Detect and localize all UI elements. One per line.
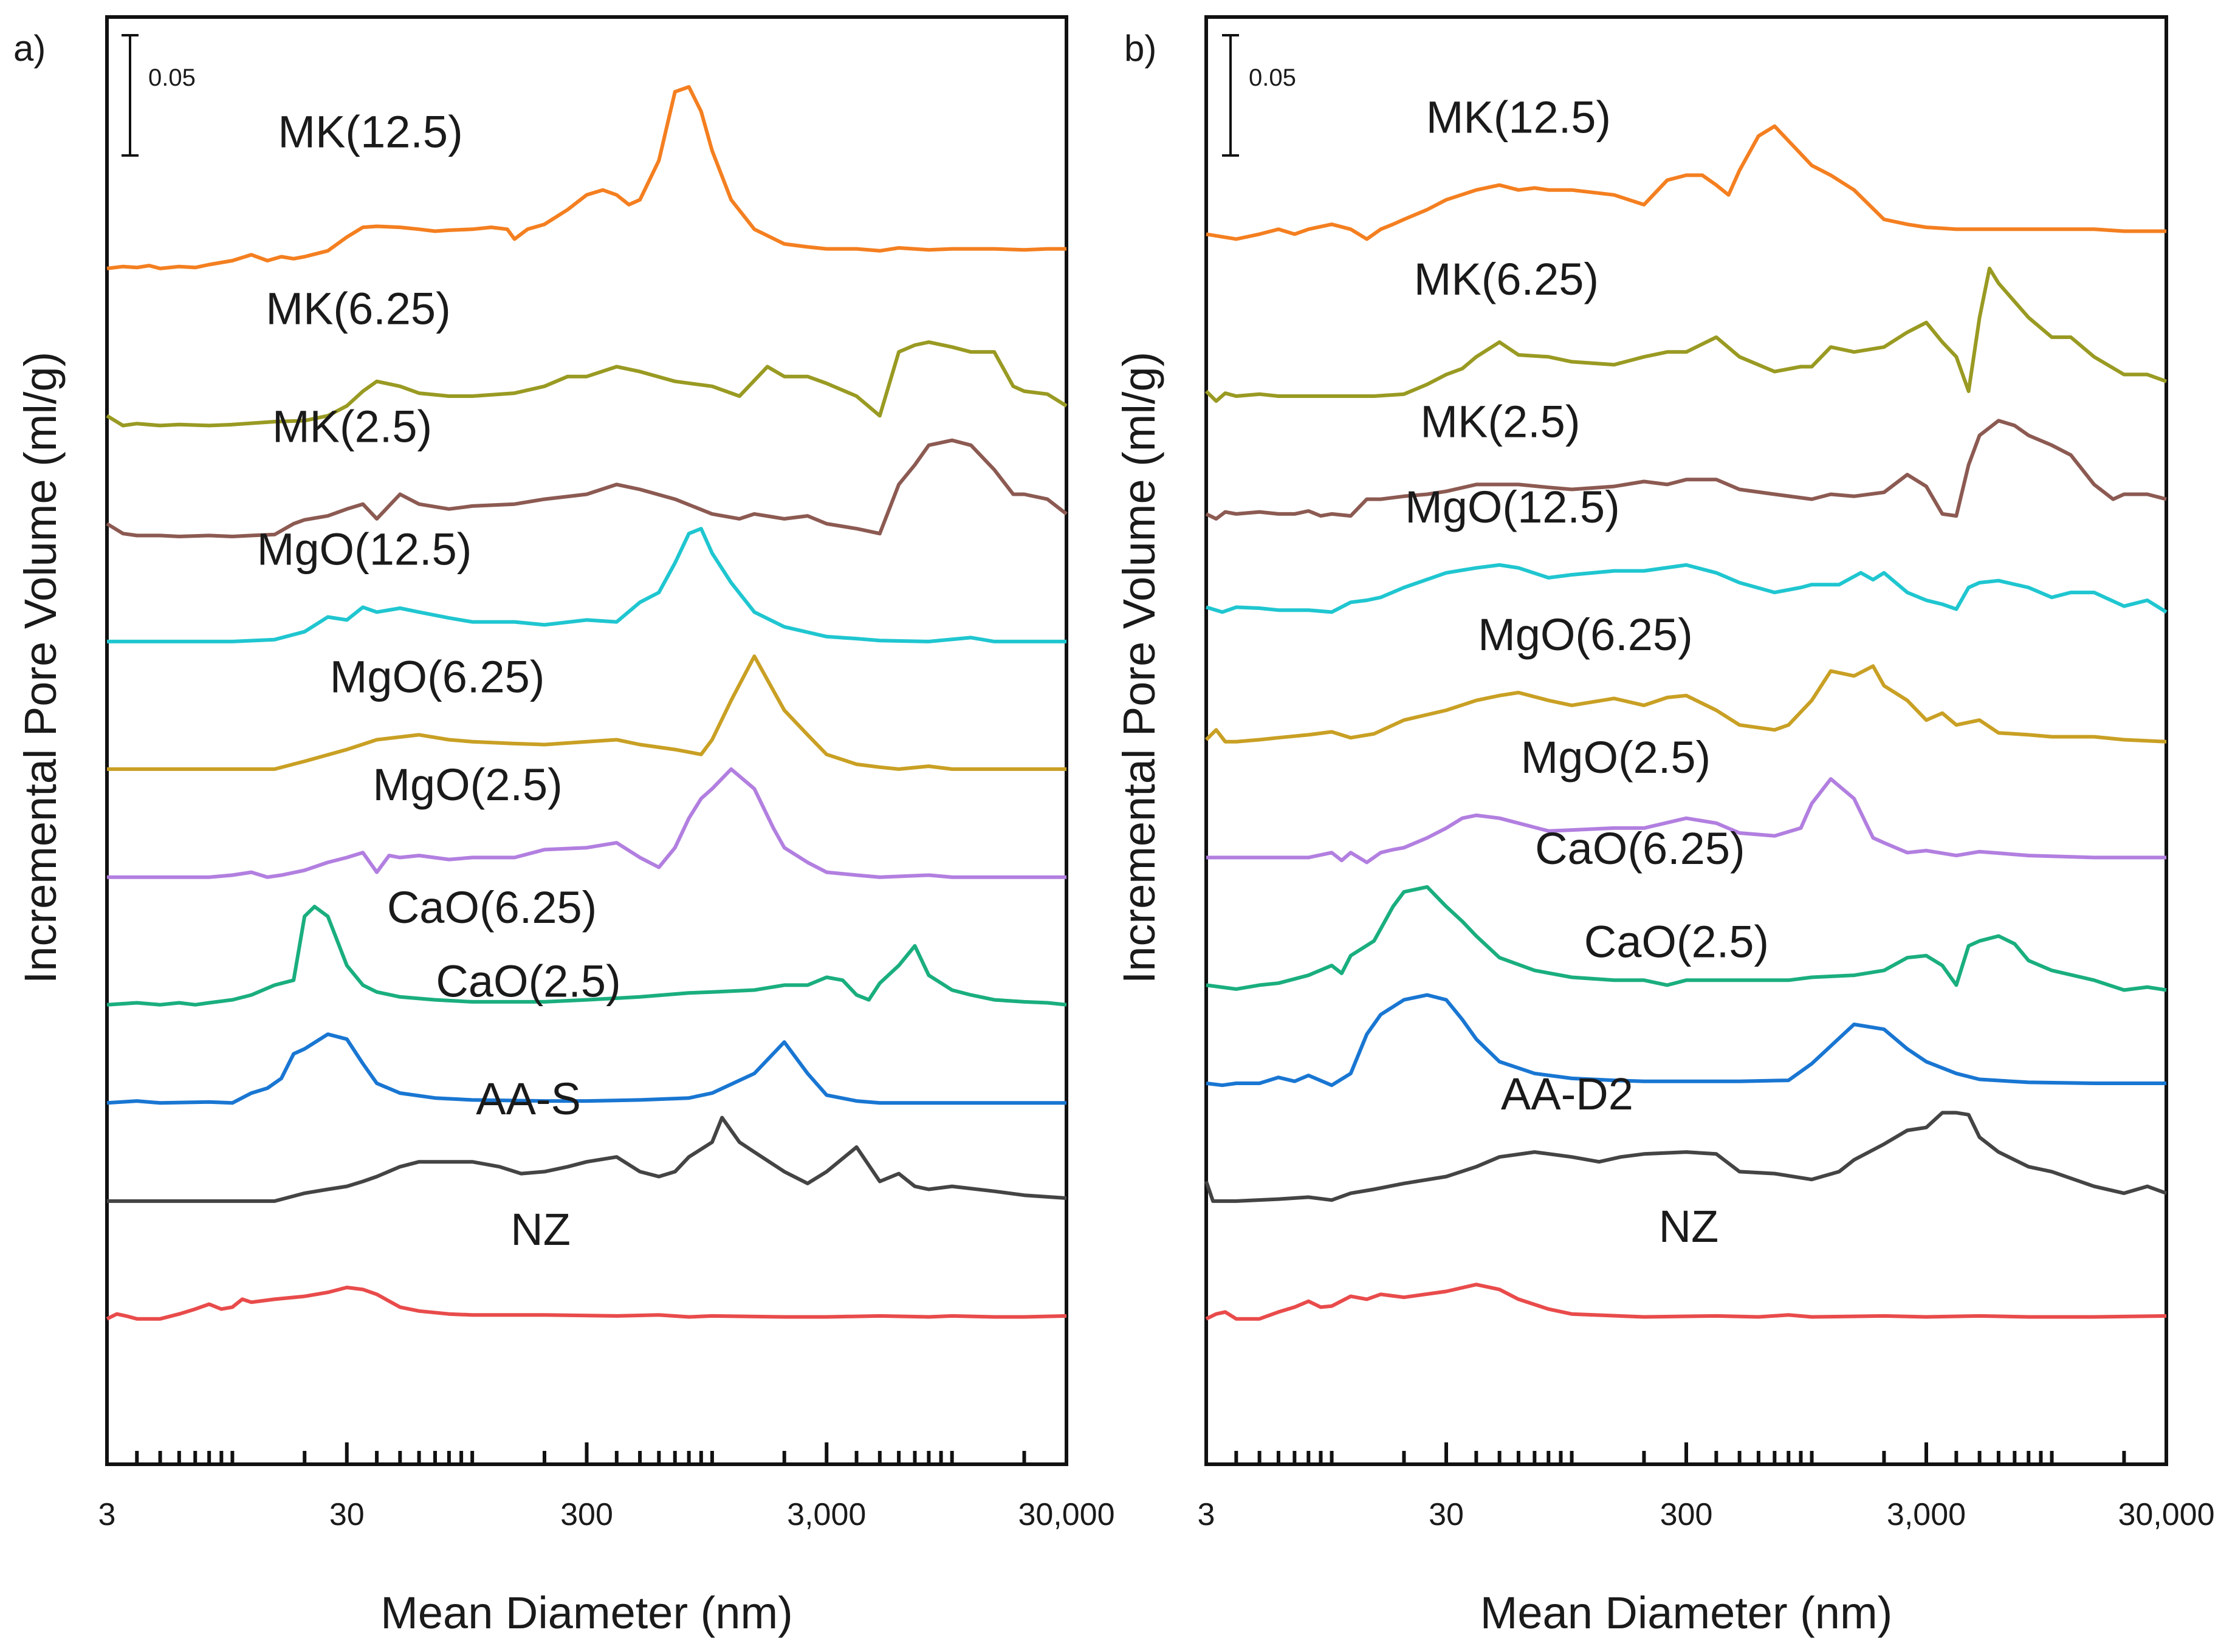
series-line bbox=[1206, 993, 2166, 1088]
series-label: AA-S bbox=[476, 1074, 581, 1124]
x-tick-label: 300 bbox=[1660, 1497, 1713, 1532]
x-tick-label: 300 bbox=[560, 1497, 613, 1532]
series-line bbox=[107, 654, 1066, 771]
series-line bbox=[106, 905, 1067, 1007]
series-MK(2.5): MK(2.5) bbox=[106, 401, 1068, 538]
series-MK(12.5): MK(12.5) bbox=[106, 85, 1066, 270]
series-line bbox=[106, 1286, 1067, 1321]
series-line bbox=[106, 340, 1068, 428]
panel-label: a) bbox=[13, 28, 46, 69]
x-tick-label: 3,000 bbox=[1887, 1497, 1966, 1532]
series-MgO(12.5): MgO(12.5) bbox=[107, 524, 1066, 643]
x-tick-label: 30 bbox=[1429, 1497, 1464, 1532]
x-tick-label: 30,000 bbox=[1018, 1497, 1114, 1532]
x-tick-label: 3 bbox=[1198, 1497, 1215, 1532]
series-NZ: NZ bbox=[1205, 1201, 2167, 1321]
scale-bar-label: 0.05 bbox=[1249, 64, 1296, 91]
series-label: MgO(12.5) bbox=[257, 524, 472, 574]
series-label: MgO(2.5) bbox=[1521, 732, 1711, 783]
series-line bbox=[106, 1032, 1066, 1105]
series-label: MgO(12.5) bbox=[1405, 482, 1620, 532]
x-axis-title: Mean Diameter (nm) bbox=[380, 1588, 793, 1638]
y-axis-title: Incremental Pore Volume (ml/g) bbox=[1114, 352, 1164, 984]
series-MK(6.25): MK(6.25) bbox=[1204, 254, 2168, 403]
series-AA-D2: AA-D2 bbox=[1204, 1069, 2168, 1203]
panel-label: b) bbox=[1124, 28, 1156, 69]
series-label: CaO(2.5) bbox=[436, 956, 620, 1006]
x-tick-label: 30 bbox=[329, 1497, 365, 1532]
series-MgO(2.5): MgO(2.5) bbox=[1206, 732, 2166, 865]
series-line bbox=[1206, 124, 2166, 241]
series-NZ: NZ bbox=[106, 1204, 1067, 1321]
scale-bar: 0.05 bbox=[1222, 34, 1296, 157]
panel-a: 3 30 300 3,000 30,000 Mean Diameter (nm) Incre… bbox=[13, 15, 1115, 1638]
series-line bbox=[1206, 563, 2168, 614]
series-line bbox=[1204, 266, 2168, 403]
series-line bbox=[106, 85, 1066, 270]
series-MK(12.5): MK(12.5) bbox=[1206, 92, 2166, 241]
series-label: MgO(2.5) bbox=[372, 759, 563, 810]
series-line bbox=[106, 438, 1068, 538]
x-tick-label: 30,000 bbox=[2118, 1497, 2214, 1532]
scale-bar-label: 0.05 bbox=[148, 64, 196, 91]
series-label: CaO(6.25) bbox=[387, 882, 597, 933]
series-MgO(12.5): MgO(12.5) bbox=[1206, 482, 2168, 614]
series-line bbox=[1206, 885, 2167, 992]
series-line bbox=[1205, 419, 2167, 521]
series-label: CaO(2.5) bbox=[1584, 917, 1769, 967]
series-label: MK(6.25) bbox=[1414, 254, 1599, 304]
series-CaO(6.25): CaO(6.25) bbox=[106, 882, 1067, 1007]
series-MK(2.5): MK(2.5) bbox=[1205, 396, 2167, 521]
series-line bbox=[1205, 1283, 2167, 1321]
series-CaO(2.5): CaO(2.5) bbox=[106, 956, 1066, 1105]
series-label: MgO(6.25) bbox=[1478, 609, 1693, 660]
panel-b: 3 30 300 3,000 30,000 Mean Diameter (nm) Incre… bbox=[1114, 15, 2215, 1638]
series-label: CaO(6.25) bbox=[1535, 823, 1745, 874]
series-MgO(6.25): MgO(6.25) bbox=[107, 651, 1066, 771]
series-label: MgO(6.25) bbox=[330, 651, 545, 702]
series-CaO(6.25): CaO(6.25) bbox=[1206, 823, 2167, 992]
series-label: NZ bbox=[1659, 1201, 1719, 1252]
series-MgO(2.5): MgO(2.5) bbox=[107, 759, 1066, 879]
series-line bbox=[107, 527, 1066, 643]
series-label: MK(2.5) bbox=[272, 401, 432, 451]
series-label: AA-D2 bbox=[1501, 1069, 1633, 1119]
series-label: NZ bbox=[510, 1204, 571, 1255]
series-label: MK(12.5) bbox=[1426, 92, 1611, 142]
series-label: MK(6.25) bbox=[266, 284, 450, 334]
series-line bbox=[1206, 777, 2166, 865]
y-axis-title: Incremental Pore Volume (ml/g) bbox=[15, 352, 66, 984]
series-MgO(6.25): MgO(6.25) bbox=[1204, 609, 2167, 744]
series-CaO(2.5): CaO(2.5) bbox=[1206, 917, 2166, 1088]
series-label: MK(2.5) bbox=[1420, 396, 1580, 447]
x-axis-title: Mean Diameter (nm) bbox=[1480, 1588, 1893, 1638]
scale-bar: 0.05 bbox=[122, 34, 196, 157]
x-tick-label: 3 bbox=[98, 1497, 116, 1532]
series-line bbox=[107, 1116, 1067, 1203]
series-MK(6.25): MK(6.25) bbox=[106, 284, 1068, 428]
series-line bbox=[1204, 1111, 2168, 1203]
series-line bbox=[1204, 664, 2167, 744]
series-AA-S: AA-S bbox=[107, 1074, 1067, 1203]
series-line bbox=[107, 767, 1066, 879]
x-tick-label: 3,000 bbox=[787, 1497, 866, 1532]
series-label: MK(12.5) bbox=[278, 107, 462, 157]
